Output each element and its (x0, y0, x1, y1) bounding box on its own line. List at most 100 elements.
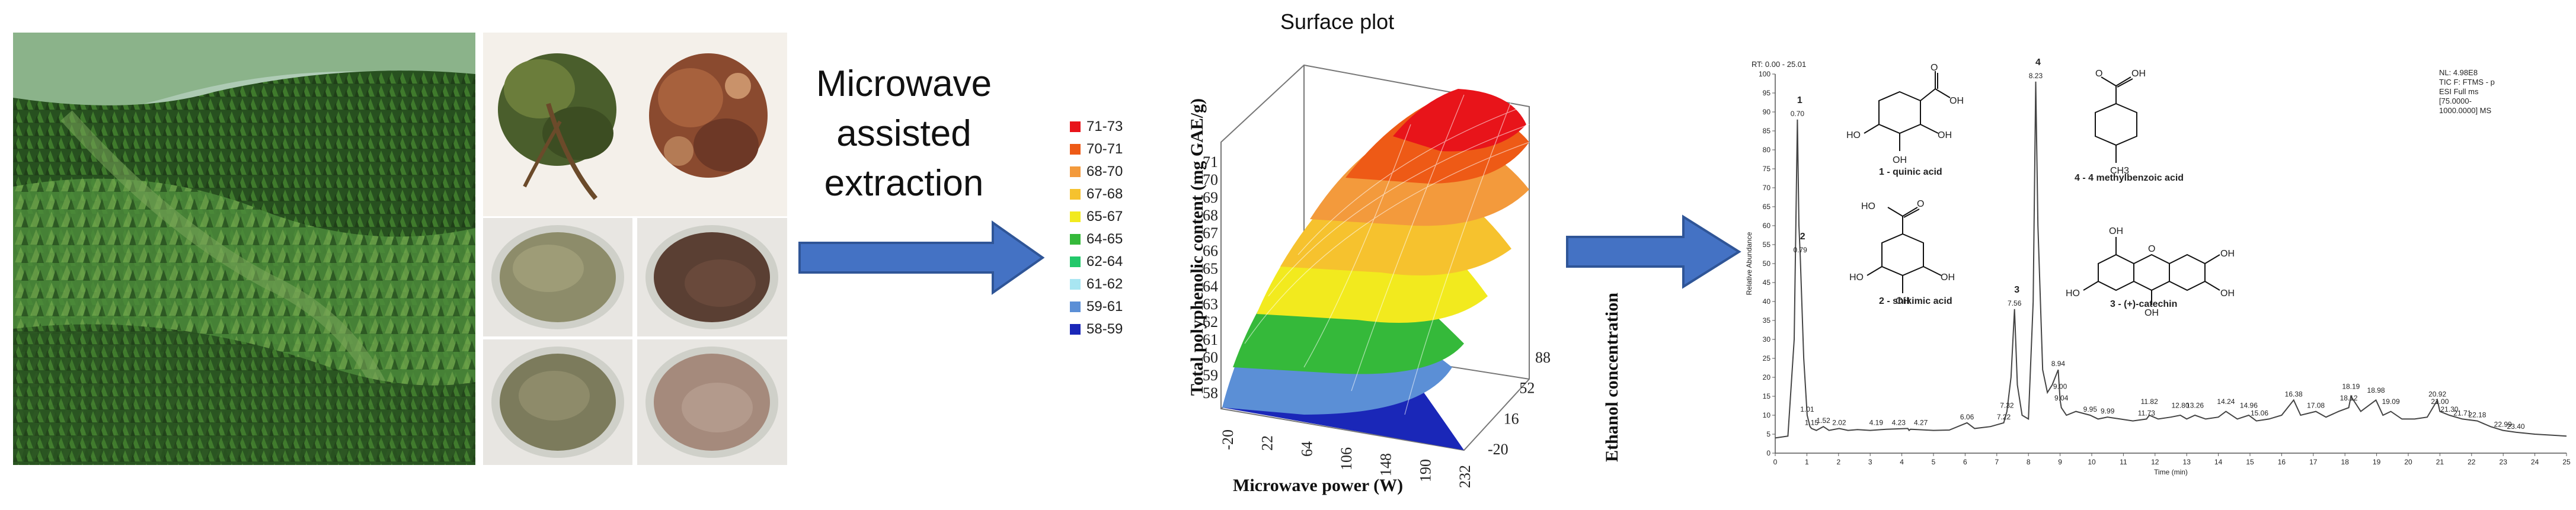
x-tick-label: 232 (1456, 465, 1474, 488)
forest-illustration (13, 33, 475, 465)
chromatogram-xlabel: Time (min) (2154, 468, 2188, 476)
peak-rt-label: 14.96 (2240, 402, 2258, 410)
methylbenzoic-acid-structure: O OH CH3 (2095, 69, 2146, 176)
x-tick-label: 20 (2404, 458, 2412, 466)
surface-zlabel: Total polyphenolic content (mg GAE/g) (1187, 98, 1207, 396)
x-tick-label: 13 (2183, 458, 2191, 466)
forest-photo (13, 33, 475, 465)
peak-rt-label: 1.15 (1805, 418, 1819, 426)
peak-rt-label: 15.06 (2251, 409, 2268, 417)
struct-oh: OH (2109, 226, 2123, 236)
z-tick-label: 70 (1203, 171, 1218, 188)
legend-swatch (1070, 211, 1081, 222)
legend-item: 59-61 (1070, 296, 1153, 318)
struct-oh: OH (1949, 96, 1964, 106)
z-tick-label: 60 (1203, 349, 1218, 366)
peak-rt-label: 6.06 (1960, 413, 1974, 421)
y-tick-label: 75 (1763, 165, 1771, 173)
z-tick-label: 71 (1203, 153, 1218, 171)
process-arrow-1 (798, 220, 1045, 295)
y-tick-label: 55 (1763, 240, 1771, 249)
z-tick-label: 65 (1203, 260, 1218, 277)
y-tick-label: -20 (1488, 441, 1508, 458)
peak-rt-label: 4.23 (1892, 418, 1906, 426)
x-tick-label: 16 (2278, 458, 2286, 466)
y-tick-label: 5 (1766, 430, 1770, 438)
header-right-line: [75.0000- (2439, 97, 2472, 105)
peak-rt-label: 20.92 (2428, 390, 2446, 398)
struct-ho: HO (1861, 201, 1875, 211)
struct-ch3: CH3 (2110, 166, 2129, 176)
peak-rt-label: 21.71 (2453, 409, 2471, 417)
x-tick-label: 17 (2309, 458, 2318, 466)
shikimic-acid-structure: HO O OH OH HO (1849, 199, 1955, 306)
peak-rt-label: 13.26 (2186, 402, 2204, 410)
z-tick-label: 68 (1203, 207, 1218, 224)
struct-oh: OH (2220, 288, 2235, 299)
legend-label: 58-59 (1086, 321, 1123, 337)
struct-o: O (2095, 69, 2102, 79)
chromatogram-ylabel: Relative Abundance (1745, 232, 1753, 295)
struct-oh: OH (1896, 296, 1910, 306)
x-tick-label: 15 (2246, 458, 2254, 466)
x-tick-label: 4 (1900, 458, 1904, 466)
x-tick-label: 8 (2027, 458, 2031, 466)
legend-label: 62-64 (1086, 254, 1123, 270)
legend-item: 61-62 (1070, 273, 1153, 296)
legend-item: 71-73 (1070, 116, 1153, 138)
x-tick-label: 3 (1868, 458, 1872, 466)
legend-item: 68-70 (1070, 161, 1153, 183)
peak-rt-label: 11.73 (2138, 409, 2155, 417)
legend-swatch (1070, 301, 1081, 312)
header-right-line: ESI Full ms (2439, 87, 2479, 96)
legend-swatch (1070, 279, 1081, 290)
y-tick-label: 65 (1763, 203, 1771, 211)
x-tick-label: 106 (1338, 447, 1355, 470)
x-tick-label: 2 (1836, 458, 1840, 466)
x-tick-label: 190 (1417, 459, 1434, 482)
peak-rt-label: 9.04 (2054, 394, 2069, 402)
header-right-line: 1000.0000] MS (2439, 106, 2492, 115)
peak-rt-label: 12.80 (2172, 402, 2190, 410)
peak-rt-label: 9.99 (2101, 407, 2115, 415)
x-tick-label: 22 (2468, 458, 2476, 466)
surface-mesh (1222, 89, 1529, 450)
y-tick-label: 16 (1504, 410, 1519, 427)
z-tick-label: 59 (1203, 367, 1218, 384)
z-tick-label: 69 (1203, 189, 1218, 206)
legend-item: 67-68 (1070, 183, 1153, 206)
petri-dish-ground-needles (483, 218, 632, 336)
legend-label: 61-62 (1086, 276, 1123, 292)
legend-label: 65-67 (1086, 209, 1123, 224)
surface-gridlines (1244, 94, 1530, 415)
y-tick-label: 90 (1763, 108, 1771, 116)
x-tick-label: 21 (2436, 458, 2444, 466)
peak-rt-label: 18.12 (2340, 394, 2358, 402)
x-tick-label: 0 (1773, 458, 1778, 466)
process-label: Microwave assisted extraction (816, 63, 992, 204)
struct-oh: OH (2131, 69, 2146, 79)
bark-pieces-illustration (649, 53, 768, 178)
peak-rt-label: 1.01 (1800, 405, 1814, 413)
struct-oh: OH (1941, 272, 1955, 283)
peak-rt-label: 18.98 (2367, 386, 2385, 394)
catechin-structure: OH HO OH O OH OH (2066, 226, 2235, 318)
z-tick-label: 61 (1203, 331, 1218, 348)
legend-swatch (1070, 189, 1081, 200)
struct-oh: OH (1938, 130, 1952, 140)
fresh-needles-illustration (498, 53, 616, 200)
legend-label: 70-71 (1086, 141, 1123, 157)
peak-rt-label: 7.56 (2008, 299, 2022, 307)
y-tick-label: 25 (1763, 354, 1771, 363)
y-tick-label: 95 (1763, 89, 1771, 97)
y-tick-label: 88 (1535, 349, 1551, 366)
x-tick-label: 9 (2058, 458, 2062, 466)
x-tick-label: 24 (2531, 458, 2539, 466)
surface-xlabel: Microwave power (W) (1233, 476, 1404, 495)
surface-plot-title: Surface plot (1280, 9, 1395, 34)
x-tick-label: 19 (2373, 458, 2381, 466)
